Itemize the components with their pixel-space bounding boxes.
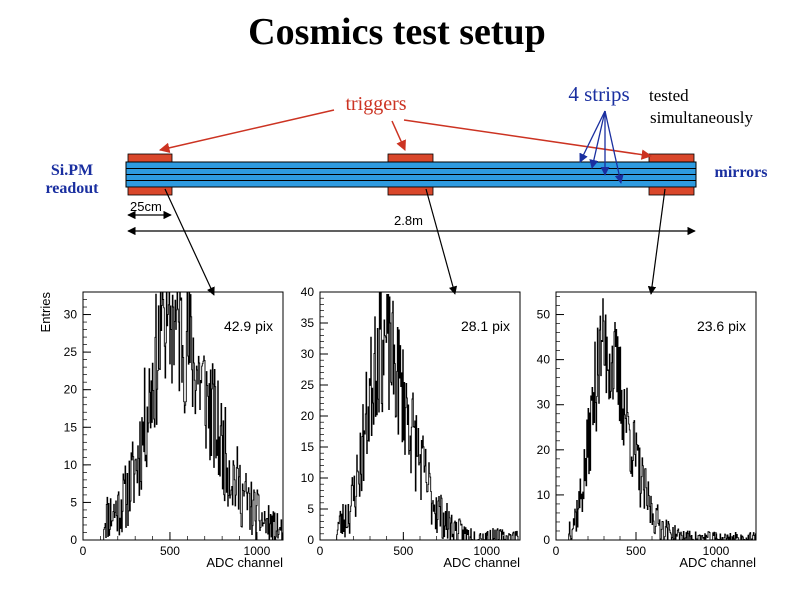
trigger-arrow-left <box>158 109 335 153</box>
y-tick-label: 0 <box>307 533 314 547</box>
x-tick-label: 1000 <box>473 544 500 558</box>
y-tick-label: 30 <box>537 398 551 412</box>
trigger-arrow-right <box>403 119 653 160</box>
x-tick-label: 1000 <box>703 544 730 558</box>
y-tick-label: 40 <box>301 285 315 299</box>
x-tick-label: 1000 <box>244 544 271 558</box>
y-axis-label: Entries <box>38 292 53 333</box>
strip-arrow-4 <box>604 110 624 184</box>
histogram-series <box>83 291 283 541</box>
y-tick-label: 15 <box>301 440 315 454</box>
y-tick-label: 5 <box>307 502 314 516</box>
readout-arrow-right <box>647 188 666 295</box>
histogram-series <box>556 298 756 541</box>
y-tick-label: 40 <box>537 353 551 367</box>
x-tick-label: 500 <box>626 544 646 558</box>
y-tick-label: 30 <box>301 347 315 361</box>
y-tick-label: 30 <box>64 308 78 322</box>
x-axis-label: ADC channel <box>206 555 283 570</box>
x-tick-label: 0 <box>80 544 87 558</box>
y-tick-label: 25 <box>64 345 78 359</box>
y-tick-label: 25 <box>301 378 315 392</box>
y-tick-label: 15 <box>64 420 78 434</box>
strip-assembly <box>125 153 697 196</box>
plot-frame <box>82 291 284 541</box>
y-tick-label: 5 <box>70 495 77 509</box>
simultaneously-label: simultaneously <box>650 108 753 127</box>
y-tick-label: 20 <box>537 443 551 457</box>
readout-arrow-middle <box>425 188 458 295</box>
y-tick-label: 35 <box>301 316 315 330</box>
y-tick-label: 0 <box>70 533 77 547</box>
strip-arrow-1 <box>579 110 606 163</box>
trigger-paddle-left-top <box>127 153 173 163</box>
trigger-arrow-middle <box>391 120 406 151</box>
y-tick-label: 0 <box>543 533 550 547</box>
triggers-label: triggers <box>345 93 406 115</box>
trigger-paddle-middle-bottom <box>387 186 434 196</box>
sipm-readout-label-line2: readout <box>45 180 99 197</box>
tested-label: tested <box>649 86 689 105</box>
sipm-readout-label-line1: Si.PM <box>51 162 93 179</box>
trigger-paddle-right-top <box>648 153 695 163</box>
readout-arrow-left <box>164 188 215 296</box>
page-title: Cosmics test setup <box>248 11 546 53</box>
dimension-2-8m-label: 2.8m <box>394 213 423 228</box>
strip-arrow-2 <box>589 110 606 169</box>
trigger-paddle-left-bottom <box>127 186 173 196</box>
plot-frame <box>555 291 757 541</box>
x-tick-label: 0 <box>553 544 560 558</box>
x-axis-label: ADC channel <box>679 555 756 570</box>
mirrors-label: mirrors <box>714 164 767 181</box>
y-tick-label: 10 <box>64 458 78 472</box>
x-axis-label: ADC channel <box>443 555 520 570</box>
strips-label: 4 strips <box>568 82 629 106</box>
y-tick-label: 10 <box>301 471 315 485</box>
pixel-annotation: 28.1 pix <box>461 318 510 334</box>
trigger-paddle-middle-top <box>387 153 434 163</box>
trigger-paddle-right-bottom <box>648 186 695 196</box>
pixel-annotation: 42.9 pix <box>224 318 273 334</box>
y-tick-label: 10 <box>537 488 551 502</box>
y-tick-label: 20 <box>64 383 78 397</box>
y-tick-label: 20 <box>301 409 315 423</box>
histogram-series <box>320 291 520 541</box>
x-tick-label: 500 <box>393 544 413 558</box>
y-tick-label: 50 <box>537 308 551 322</box>
pixel-annotation: 23.6 pix <box>697 318 746 334</box>
x-tick-label: 500 <box>160 544 180 558</box>
x-tick-label: 0 <box>317 544 324 558</box>
dimension-25cm-label: 25cm <box>130 199 162 214</box>
